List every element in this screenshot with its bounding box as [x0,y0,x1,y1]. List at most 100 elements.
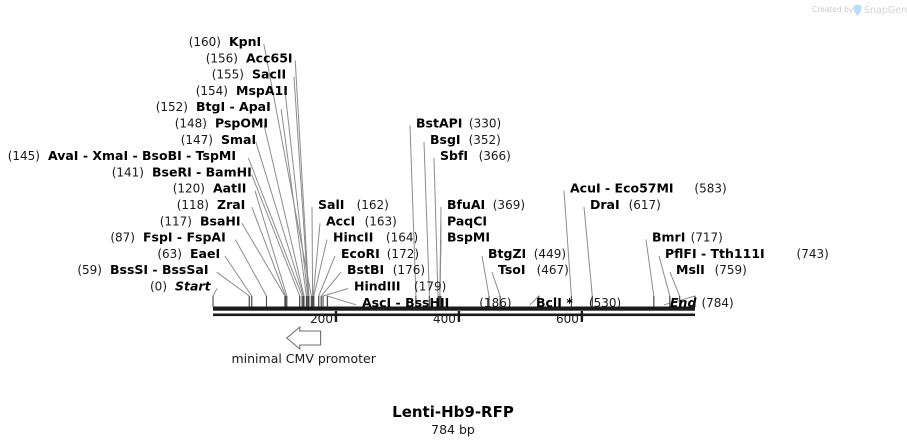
enzyme-name: HincII [333,230,373,245]
enzyme-label[interactable]: BsaHI (117) [160,213,241,228]
enzyme-position: (160) [189,35,221,49]
enzyme-position: (759) [715,263,747,277]
enzyme-label[interactable]: SmaI (147) [181,132,256,147]
enzyme-label[interactable]: BtgI - ApaI (152) [156,99,271,114]
plasmid-name: Lenti-Hb9-RFP [392,403,514,421]
enzyme-label[interactable]: EcoRI (172) [341,246,419,261]
enzyme-label[interactable]: BclI * (530) [536,295,621,310]
enzyme-name-separator: - [182,148,196,163]
leader-line [311,206,314,307]
enzyme-label[interactable]: SbfI (366) [440,148,511,163]
enzyme-label[interactable]: MspA1I (154) [196,83,288,98]
enzyme-name-part: DraI [590,197,620,212]
enzyme-label[interactable]: FspI - FspAI (87) [110,230,225,245]
enzyme-name: DraI [590,197,620,212]
enzyme-label[interactable]: BstBI (176) [347,262,425,277]
enzyme-label[interactable]: BseRI - BamHI (141) [112,164,252,179]
leader-line [247,157,303,307]
enzyme-name-part: Tth111I [711,246,765,261]
enzyme-position: (530) [589,296,621,310]
enzyme-name-part: Acc65I [246,50,293,65]
enzyme-label[interactable]: AcuI - Eco57MI (583) [570,181,727,196]
enzyme-label[interactable]: HindIII (179) [354,279,446,294]
enzyme-label[interactable]: MslI (759) [676,262,747,277]
enzyme-name-part: HincII [333,230,373,245]
enzyme-position: (162) [357,198,389,212]
enzyme-label[interactable]: BsgI (352) [430,132,501,147]
enzyme-label[interactable]: BtgZI (449) [488,246,566,261]
bp-ruler: 200 400 600 [310,311,584,326]
enzyme-name-part: SbfI [440,148,468,163]
enzyme-label[interactable]: PspOMI (148) [175,116,268,131]
enzyme-name: BmrI [652,230,685,245]
enzyme-name-part: ApaI [239,99,271,114]
enzyme-label[interactable]: End (784) [670,295,734,310]
enzyme-label[interactable]: TsoI (467) [498,262,569,277]
enzyme-name-part: BssSaI [162,262,209,277]
enzyme-labels-layer: KpnI (160) Acc65I (156) SacII (155)MspA1I (154… [8,34,829,310]
enzyme-label[interactable]: SalI (162) [318,197,389,212]
enzyme-name-part: SmaI [221,132,256,147]
enzyme-name-part: HindIII [354,279,401,294]
watermark-created-by-text: Created by [812,5,854,14]
enzyme-name-separator: - [173,230,187,245]
enzyme-name-separator: - [128,148,142,163]
enzyme-label[interactable]: PaqCI [447,213,487,228]
enzyme-name-part: BspMI [447,230,490,245]
enzyme-name: AatII [213,181,246,196]
enzyme-position: (155) [212,68,244,82]
enzyme-position: (152) [156,100,188,114]
enzyme-position: (172) [387,247,419,261]
enzyme-label[interactable]: AvaI - XmaI - BsoBI - TspMI (145) [8,148,236,163]
enzyme-label[interactable]: DraI (617) [590,197,661,212]
enzyme-name-part: TspMI [196,148,236,163]
enzyme-label[interactable]: KpnI (160) [189,34,261,49]
enzyme-name-part: BclI * [536,295,573,310]
enzyme-label[interactable]: AscI - BssHII (186) [362,295,512,310]
enzyme-name-part: AatII [213,181,246,196]
enzyme-position: (176) [393,263,425,277]
enzyme-label[interactable]: BssSI - BssSaI (59) [77,262,208,277]
enzyme-label[interactable]: BmrI (717) [652,230,723,245]
enzyme-label[interactable]: BfuAI (369) [447,197,525,212]
enzyme-name-part: BstBI [347,262,384,277]
enzyme-position: (583) [694,182,726,196]
enzyme-name: BssSI - BssSaI [110,262,208,277]
enzyme-name: KpnI [229,34,261,49]
enzyme-name-part: FspI [143,230,173,245]
enzyme-name: BseRI - BamHI [152,164,252,179]
enzyme-label[interactable]: BspMI [447,230,490,245]
enzyme-label[interactable]: Acc65I (156) [206,50,293,65]
enzyme-label[interactable]: AatII (120) [173,181,247,196]
enzyme-position: (743) [797,247,829,261]
enzyme-position: (366) [479,149,511,163]
enzyme-label[interactable]: HincII (164) [333,230,418,245]
enzyme-position: (163) [365,214,397,228]
feature-arrow-left[interactable] [285,325,322,351]
enzyme-name-part: Eco57MI [615,181,674,196]
enzyme-name-part: EcoRI [341,246,380,261]
enzyme-label[interactable]: Start (0) [150,279,212,294]
enzyme-label[interactable]: EaeI (63) [157,246,220,261]
cut-site-ticks-layer [212,296,696,307]
enzyme-name-part: BssHII [405,295,449,310]
enzyme-name: FspI - FspAI [143,230,226,245]
enzyme-position: (117) [160,214,192,228]
enzyme-name-part: FspAI [186,230,225,245]
enzyme-label[interactable]: SacII (155) [212,67,286,82]
enzyme-position: (141) [112,165,144,179]
enzyme-label[interactable]: AccI (163) [326,213,397,228]
enzyme-name: PspOMI [215,116,268,131]
enzyme-label[interactable]: PflFI - Tth111I (743) [665,246,829,261]
snapgene-logo-icon [853,4,862,17]
leader-line [326,295,357,307]
enzyme-name-part: MspA1I [236,83,288,98]
enzyme-label[interactable]: ZraI (118) [177,197,246,212]
enzyme-position: (145) [8,149,40,163]
enzyme-label[interactable]: BstAPI (330) [416,116,501,131]
enzyme-position: (352) [469,133,501,147]
enzyme-name-part: End [670,295,697,310]
enzyme-name: BfuAI [447,197,485,212]
enzyme-name: SmaI [221,132,256,147]
leader-line [234,239,267,307]
